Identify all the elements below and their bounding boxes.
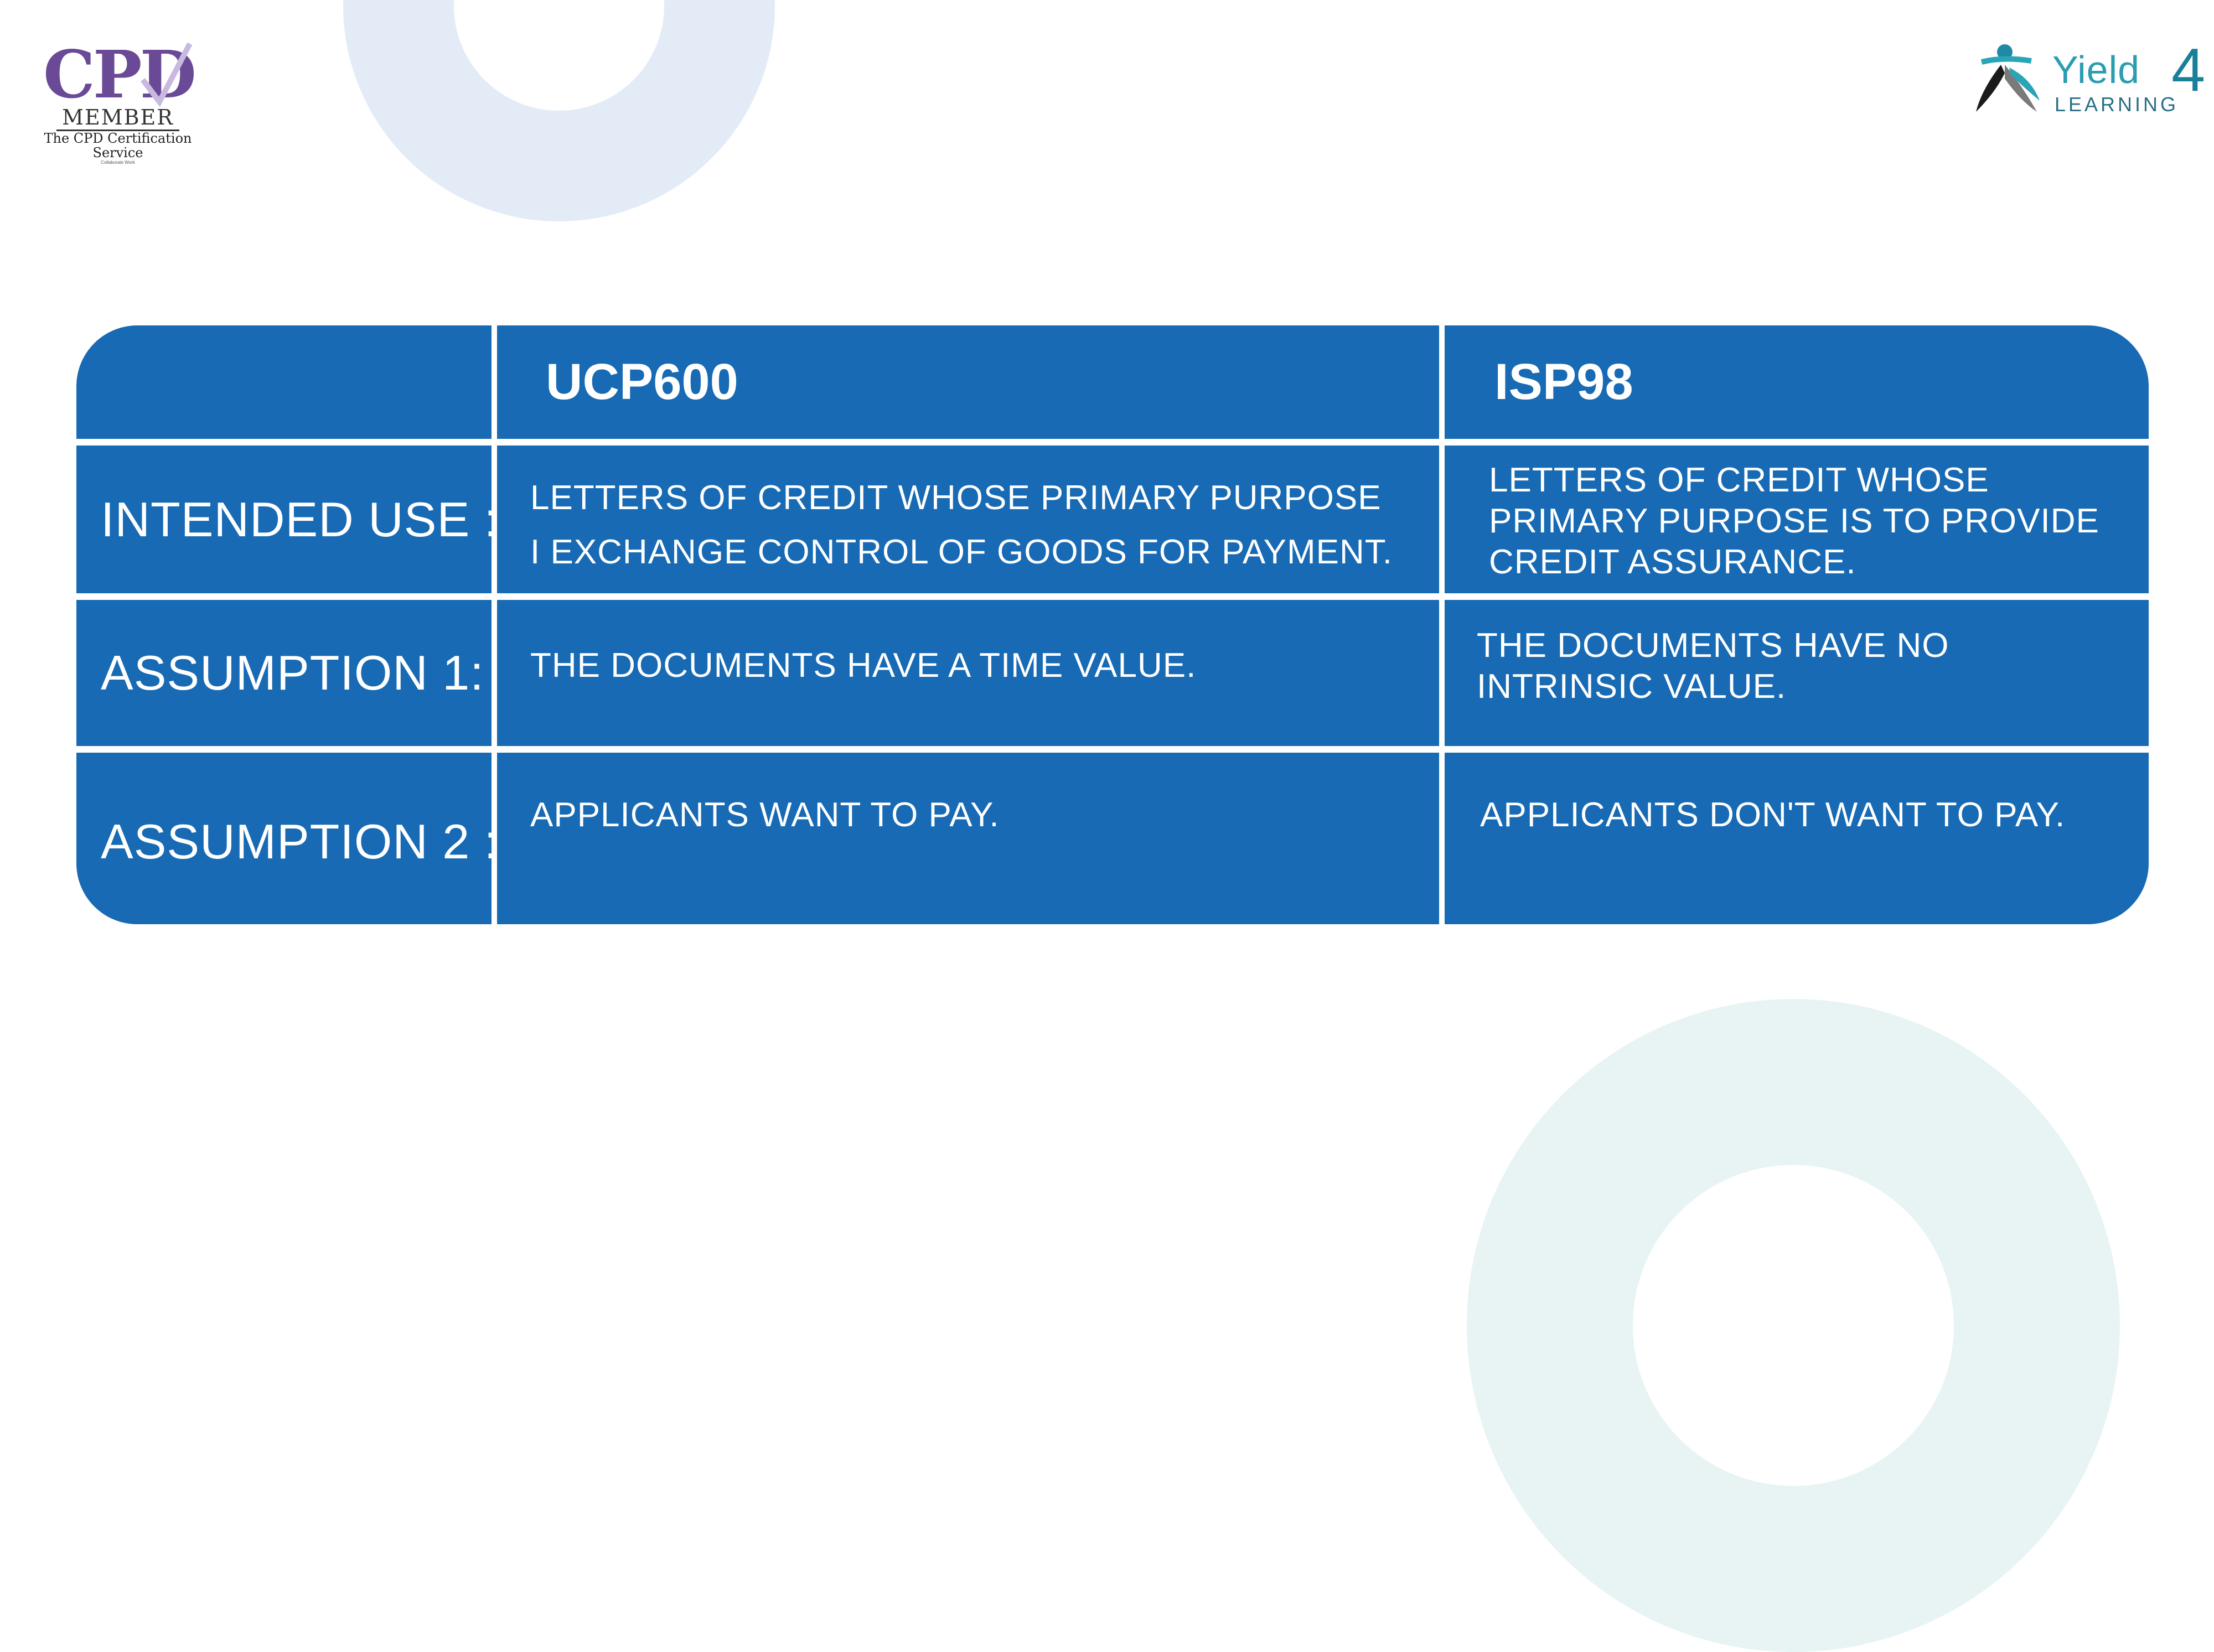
row-label-assumption-2: ASSUMPTION 2 : [76, 753, 498, 924]
yield4-subtitle: LEARNING [2055, 93, 2179, 116]
isp98-intended-use: LETTERS OF CREDIT WHOSE PRIMARY PURPOSE … [1445, 446, 2149, 593]
cpd-member-label: MEMBER [56, 105, 179, 131]
yield4-word: Yield [2052, 48, 2140, 91]
cpd-service-line2: Service [92, 145, 143, 160]
header-cell-empty [76, 325, 492, 439]
decorative-ring-top [343, 0, 775, 221]
row-label-assumption-1: ASSUMPTION 1: [76, 600, 492, 746]
ucp600-intended-use-line2: I EXCHANGE CONTROL OF GOODS FOR PAYMENT. [530, 533, 1393, 571]
yield4-learning-logo: Yield 4 LEARNING [1970, 40, 2205, 123]
row-label-intended-use: INTENDED USE : [76, 446, 498, 593]
person-figure-icon [1976, 44, 2040, 112]
isp98-assumption-1: THE DOCUMENTS HAVE NO INTRINSIC VALUE. [1445, 600, 2149, 746]
ucp600-intended-use: LETTERS OF CREDIT WHOSE PRIMARY PURPOSE … [497, 446, 1439, 593]
cpd-mark: CPD [43, 42, 196, 107]
header-ucp600: UCP600 [497, 325, 1439, 439]
ucp600-intended-use-line1: LETTERS OF CREDIT WHOSE PRIMARY PURPOSE [530, 479, 1382, 517]
cpd-member-logo: CPD MEMBER The CPD Certification Service… [43, 42, 196, 177]
yield4-wordmark: Yield 4 [2052, 40, 2205, 101]
checkmark-icon [141, 42, 193, 107]
ucp600-assumption-2: APPLICANTS WANT TO PAY. [497, 753, 1439, 924]
isp98-assumption-2: APPLICANTS DON'T WANT TO PAY. [1445, 753, 2149, 924]
cpd-service-line1: The CPD Certification [44, 131, 192, 146]
comparison-table: UCP600 ISP98 INTENDED USE : LETTERS OF C… [76, 325, 2149, 924]
cpd-fine-print: Collaborate Work [101, 160, 135, 165]
yield4-four: 4 [2171, 36, 2206, 104]
ucp600-assumption-1: THE DOCUMENTS HAVE A TIME VALUE. [497, 600, 1439, 746]
header-isp98: ISP98 [1445, 325, 2149, 439]
decorative-ring-bottom [1467, 999, 2120, 1652]
